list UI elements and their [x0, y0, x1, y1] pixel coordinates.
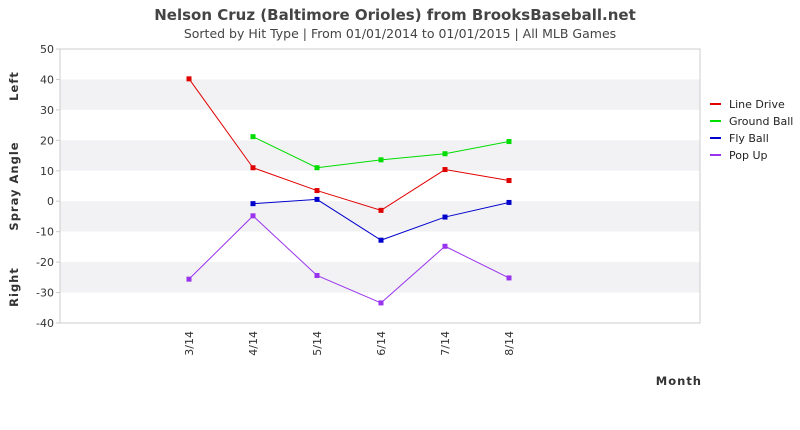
grid-band [60, 49, 700, 80]
y-axis-label-left: Left [7, 71, 21, 101]
data-point-line-drive[interactable] [186, 76, 192, 82]
grid-band [60, 109, 700, 141]
legend-label-fly-ball: Fly Ball [729, 132, 769, 145]
legend-label-pop-up: Pop Up [729, 149, 768, 162]
data-point-ground-ball[interactable] [250, 134, 256, 140]
series-line-pop-up [188, 215, 510, 304]
grid-band [60, 201, 700, 232]
y-tick-label: -10 [36, 226, 54, 239]
legend-label-ground-ball: Ground Ball [729, 115, 793, 128]
y-axis-ticks: 50 40 30 20 10 0 -10 -20 -30 -40 [36, 43, 60, 330]
x-axis-ticks: 3/14 4/14 5/14 6/14 7/14 8/14 [183, 331, 516, 356]
x-tick-label: 7/14 [439, 331, 452, 356]
y-tick-label: 10 [40, 165, 54, 178]
data-point-pop-up[interactable] [378, 300, 384, 306]
data-point-ground-ball[interactable] [506, 139, 512, 145]
data-point-fly-ball[interactable] [506, 199, 512, 205]
y-axis-label-right: Right [7, 267, 21, 307]
data-point-pop-up[interactable] [250, 213, 256, 219]
y-axis-label: Spray Angle [7, 141, 21, 230]
plot-frame [59, 48, 701, 324]
y-tick-label: 40 [40, 73, 54, 86]
chart-subtitle: Sorted by Hit Type | From 01/01/2014 to … [184, 26, 616, 41]
x-tick-label: 5/14 [311, 331, 324, 356]
x-tick-label: 8/14 [503, 331, 516, 356]
data-point-line-drive[interactable] [250, 165, 256, 171]
x-axis-label: Month [656, 374, 702, 388]
grid-band [60, 231, 700, 263]
data-point-ground-ball[interactable] [378, 157, 384, 163]
data-point-ground-ball[interactable] [314, 165, 320, 171]
data-point-line-drive[interactable] [506, 178, 512, 184]
x-tick-label: 6/14 [375, 331, 388, 356]
data-point-line-drive[interactable] [314, 188, 320, 194]
grid-bands [60, 49, 700, 323]
x-tick-label: 3/14 [183, 331, 196, 356]
data-point-line-drive[interactable] [378, 207, 384, 213]
data-point-pop-up[interactable] [506, 275, 512, 281]
grid-band [60, 170, 700, 202]
chart-title: Nelson Cruz (Baltimore Orioles) from Bro… [154, 6, 636, 24]
legend: Line Drive Ground Ball Fly Ball Pop Up [710, 98, 793, 162]
legend-label-line-drive: Line Drive [729, 98, 785, 111]
data-point-pop-up[interactable] [186, 276, 192, 282]
data-point-fly-ball[interactable] [442, 214, 448, 220]
data-point-ground-ball[interactable] [442, 151, 448, 157]
data-point-fly-ball[interactable] [314, 196, 320, 202]
series-line-line-drive [188, 78, 510, 211]
grid-band [60, 79, 700, 110]
data-point-fly-ball[interactable] [250, 201, 256, 207]
data-point-line-drive[interactable] [442, 167, 448, 173]
y-tick-label: 50 [40, 43, 54, 56]
data-point-pop-up[interactable] [314, 273, 320, 279]
grid-band [60, 292, 700, 323]
series-lines [186, 76, 512, 306]
y-tick-label: -30 [36, 287, 54, 300]
y-tick-label: 0 [47, 195, 54, 208]
y-tick-label: -40 [36, 317, 54, 330]
data-point-pop-up[interactable] [442, 243, 448, 249]
data-point-fly-ball[interactable] [378, 237, 384, 243]
y-tick-label: 20 [40, 134, 54, 147]
y-tick-label: -20 [36, 256, 54, 269]
x-tick-label: 4/14 [247, 331, 260, 356]
y-tick-label: 30 [40, 104, 54, 117]
grid-band [60, 262, 700, 293]
grid-band [60, 140, 700, 171]
